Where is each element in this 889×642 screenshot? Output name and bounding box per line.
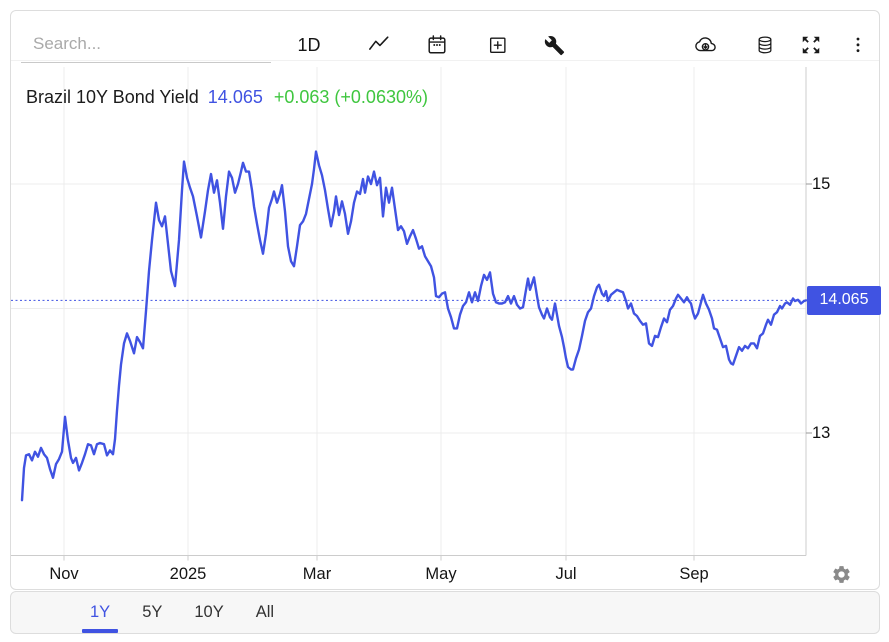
chart-widget: 1D Brazil 10Y Bond Yield 14.065 +0.063 (…: [10, 10, 881, 590]
calendar-icon[interactable]: [425, 33, 449, 57]
y-axis-label: 15: [812, 175, 831, 193]
x-axis-label: Mar: [302, 565, 332, 583]
price-line: [20, 150, 808, 502]
more-menu-icon[interactable]: [846, 33, 870, 57]
add-compare-icon[interactable]: [486, 33, 510, 57]
line-chart-type-icon[interactable]: [367, 33, 391, 57]
x-axis-label: Jul: [555, 565, 577, 583]
x-axis-label: May: [425, 565, 457, 583]
active-tab-underline: [82, 629, 119, 633]
toolbar-divider: [11, 60, 879, 61]
y-axis-label: 13: [812, 424, 831, 442]
cloud-download-icon[interactable]: [690, 33, 720, 57]
tools-wrench-icon[interactable]: [542, 33, 566, 57]
x-axis-label: Nov: [49, 565, 79, 583]
fullscreen-icon[interactable]: [799, 33, 823, 57]
search-input[interactable]: [21, 25, 271, 63]
range-tab-10y[interactable]: 10Y: [194, 603, 224, 621]
price-change: +0.063 (+0.0630%): [273, 87, 428, 107]
x-axis-label: Sep: [679, 565, 709, 583]
last-price-value: 14.065: [207, 87, 263, 107]
range-tab-1y[interactable]: 1Y: [82, 592, 119, 633]
range-tab-all[interactable]: All: [255, 603, 275, 621]
database-icon[interactable]: [753, 33, 777, 57]
range-tabs-bar: 1Y 5Y 10Y All: [10, 591, 880, 634]
last-price-badge: 14.065: [807, 285, 881, 315]
instrument-header: Brazil 10Y Bond Yield 14.065 +0.063 (+0.…: [26, 87, 428, 108]
range-tab-5y[interactable]: 5Y: [142, 603, 163, 621]
interval-button[interactable]: 1D: [289, 31, 329, 59]
x-axis-label: 2025: [169, 565, 207, 583]
price-chart[interactable]: [11, 60, 881, 567]
settings-gear-icon[interactable]: [831, 564, 852, 585]
instrument-title: Brazil 10Y Bond Yield: [26, 87, 199, 107]
